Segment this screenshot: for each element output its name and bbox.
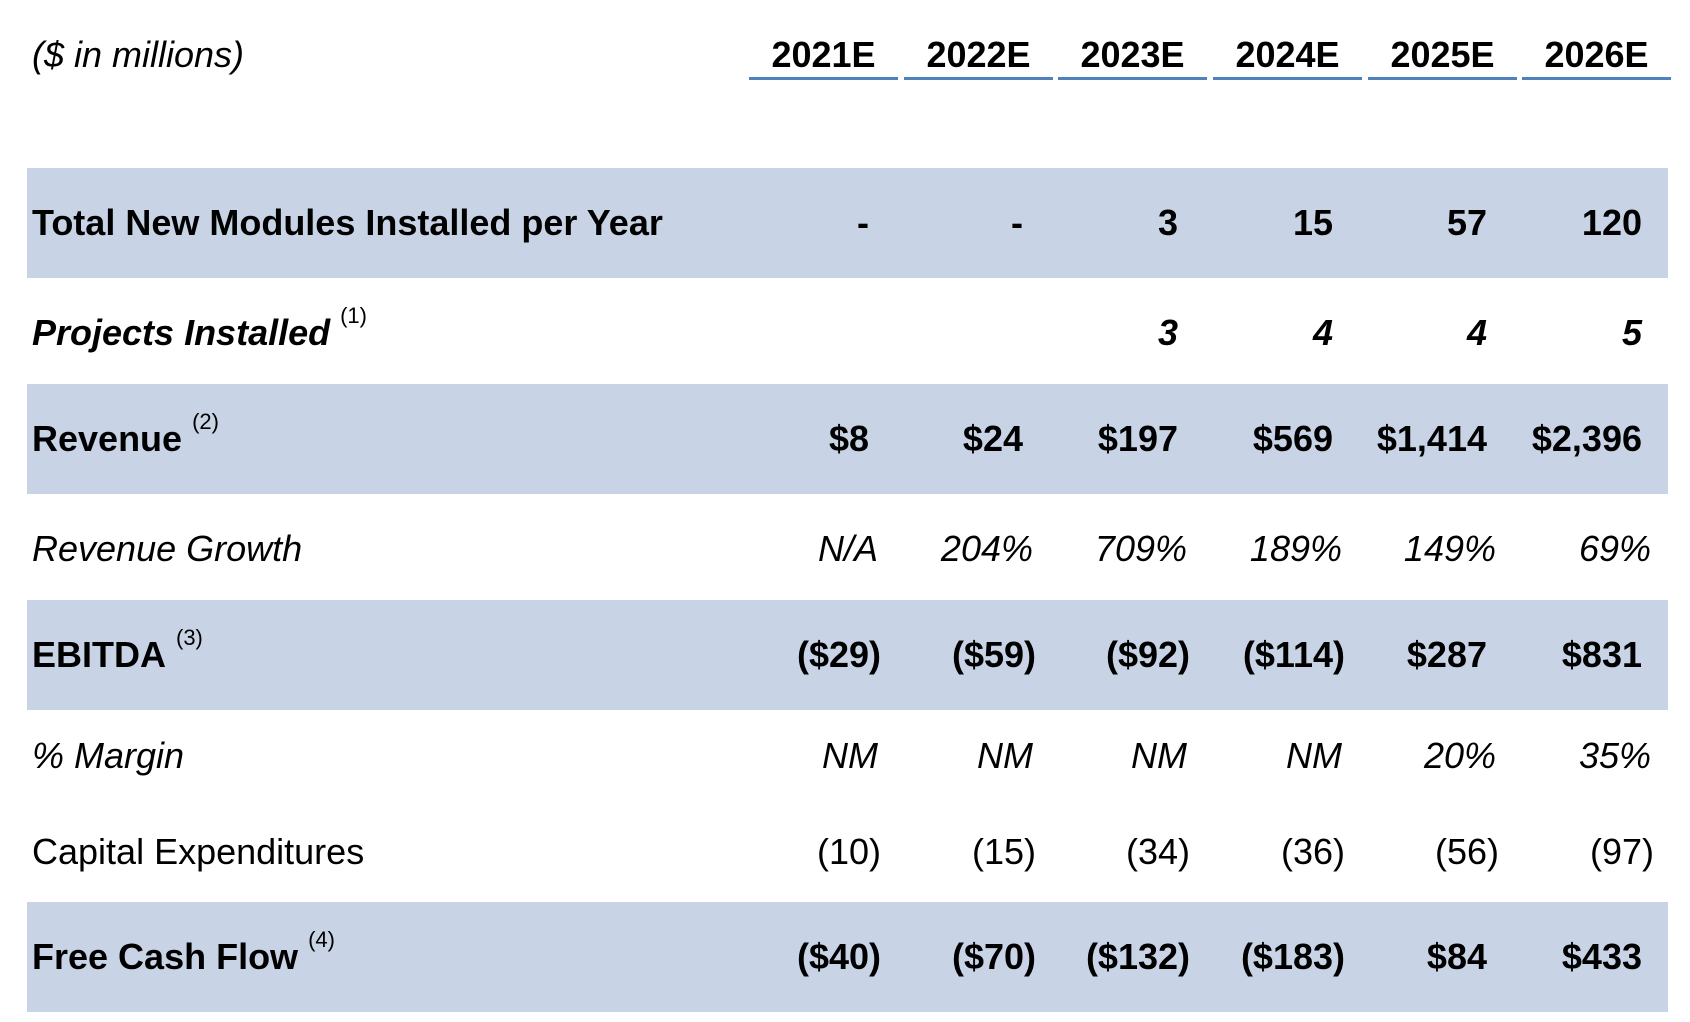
row-label: Projects Installed (1)	[32, 303, 367, 353]
cell: -	[857, 202, 869, 243]
cell: ($132)	[1085, 936, 1190, 977]
cell: 69%	[1578, 528, 1651, 569]
year-header-2022e: 2022E	[904, 34, 1053, 80]
row-revenue: Revenue (2) $8 $24 $197 $569 $1,414 $2,39…	[27, 384, 1668, 494]
cell: 204%	[940, 528, 1033, 569]
cell: $24	[962, 418, 1023, 459]
row-label: EBITDA (3)	[32, 625, 203, 675]
cell: 15	[1292, 202, 1333, 243]
cell: ($183)	[1240, 936, 1345, 977]
cell: $2,396	[1531, 418, 1642, 459]
cell: ($59)	[951, 634, 1036, 675]
cell: $433	[1561, 936, 1642, 977]
cell: ($70)	[951, 936, 1036, 977]
cell: 189%	[1249, 528, 1342, 569]
cell: NM	[1131, 735, 1187, 776]
cell: (10)	[816, 831, 881, 872]
row-label: % Margin	[32, 735, 185, 776]
row-total-new-modules: Total New Modules Installed per Year - -…	[27, 168, 1668, 278]
row-label: Revenue (2)	[32, 409, 219, 459]
row-label: Capital Expenditures	[32, 831, 365, 872]
row-margin: % Margin NM NM NM NM 20% 35%	[27, 710, 1668, 806]
row-ebitda: EBITDA (3) ($29) ($59) ($92) ($114) $287 …	[27, 600, 1668, 710]
cell: (36)	[1280, 831, 1345, 872]
row-capital-expenditures: Capital Expenditures (10) (15) (34) (36)…	[27, 806, 1668, 902]
year-header-2021e: 2021E	[749, 34, 898, 80]
cell: 120	[1581, 202, 1642, 243]
cell: $8	[828, 418, 869, 459]
cell: 5	[1621, 312, 1642, 353]
units-label: ($ in millions)	[32, 34, 245, 75]
cell: (34)	[1125, 831, 1190, 872]
row-projects-installed: Projects Installed (1) 3 4 4 5	[27, 278, 1668, 384]
cell: ($29)	[796, 634, 881, 675]
cell: N/A	[817, 528, 878, 569]
cell: $569	[1252, 418, 1333, 459]
year-header-2025e: 2025E	[1368, 34, 1517, 80]
cell: 3	[1157, 202, 1178, 243]
cell: -	[1011, 202, 1023, 243]
row-free-cash-flow: Free Cash Flow (4) ($40) ($70) ($132) ($1…	[27, 902, 1668, 1012]
cell: 35%	[1578, 735, 1651, 776]
cell: 4	[1312, 312, 1333, 353]
cell: (56)	[1434, 831, 1499, 872]
row-revenue-growth: Revenue Growth N/A 204% 709% 189% 149% 6…	[27, 494, 1668, 600]
cell: ($92)	[1105, 634, 1190, 675]
cell: $287	[1406, 634, 1487, 675]
cell: NM	[1286, 735, 1342, 776]
cell: 3	[1157, 312, 1178, 353]
cell: 709%	[1094, 528, 1187, 569]
cell: 57	[1446, 202, 1487, 243]
cell: 20%	[1423, 735, 1496, 776]
cell: NM	[822, 735, 878, 776]
year-header-2024e: 2024E	[1213, 34, 1362, 80]
year-header-2023e: 2023E	[1058, 34, 1207, 80]
cell: $1,414	[1376, 418, 1487, 459]
cell: NM	[977, 735, 1033, 776]
cell: 4	[1466, 312, 1487, 353]
cell: $831	[1561, 634, 1642, 675]
cell: (15)	[971, 831, 1036, 872]
cell: 149%	[1403, 528, 1496, 569]
cell: $84	[1426, 936, 1487, 977]
row-label: Free Cash Flow (4)	[32, 927, 335, 977]
cell: ($114)	[1242, 634, 1345, 675]
cell: ($40)	[796, 936, 881, 977]
row-label: Total New Modules Installed per Year	[32, 202, 663, 243]
row-label: Revenue Growth	[32, 528, 303, 569]
cell: $197	[1097, 418, 1178, 459]
cell: (97)	[1589, 831, 1654, 872]
year-header-2026e: 2026E	[1522, 34, 1671, 80]
